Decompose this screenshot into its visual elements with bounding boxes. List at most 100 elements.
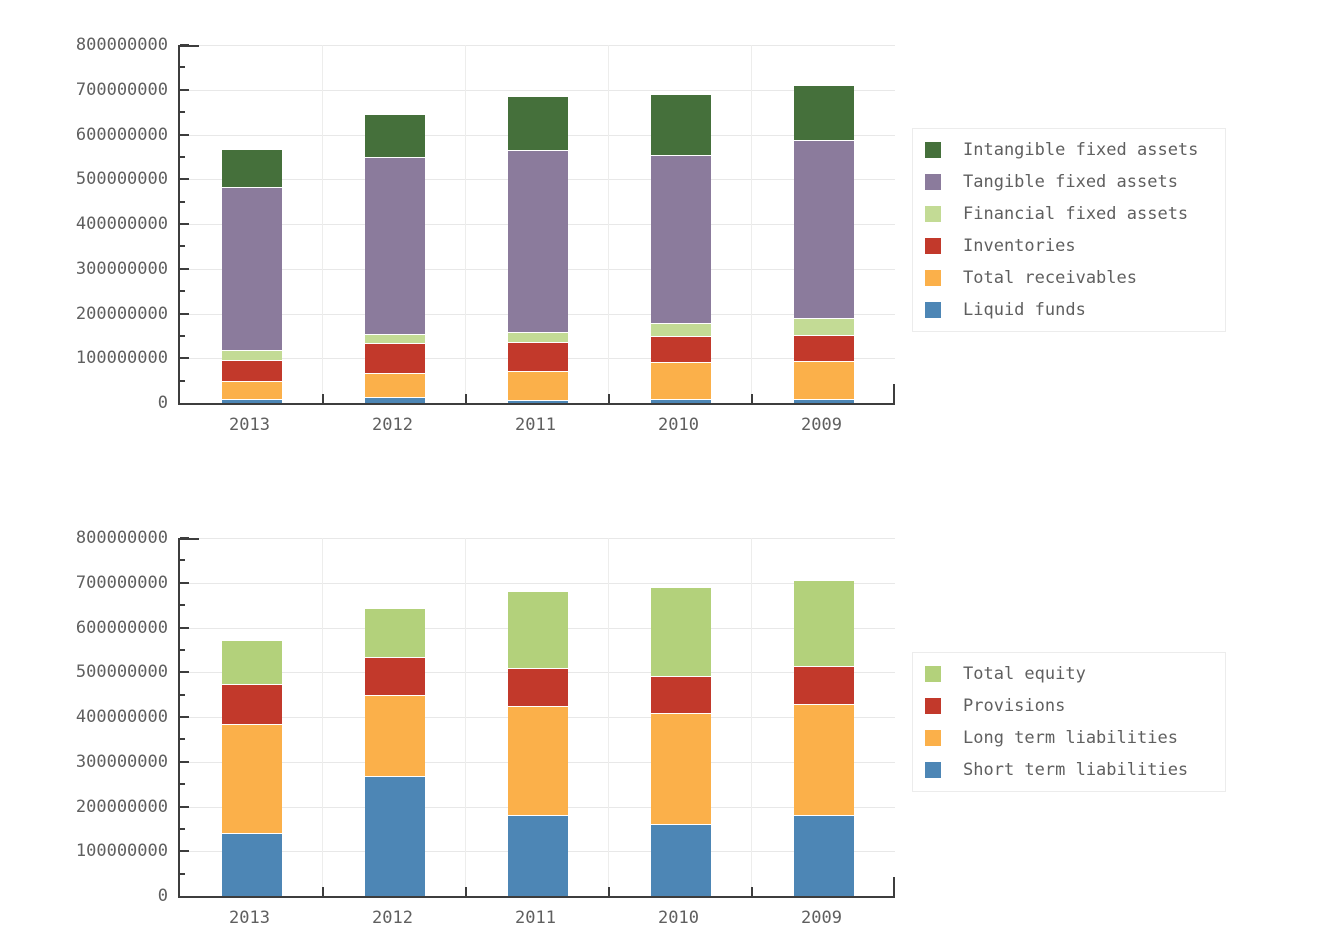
x-axis-tick: [322, 394, 324, 403]
gridline-horizontal: [180, 89, 895, 91]
bar-segment-long-term-liabilities: [221, 724, 282, 833]
bar-segment-tangible-fixed-assets: [793, 140, 854, 318]
y-tick-label: 200000000: [75, 796, 168, 817]
legend-label: Inventories: [963, 236, 1076, 256]
gridline-horizontal: [180, 45, 895, 46]
y-axis-minor-tick: [180, 245, 185, 248]
y-tick-label: 700000000: [75, 572, 168, 593]
x-axis-tick: [751, 887, 753, 896]
y-axis-major-tick: [180, 716, 189, 718]
y-axis-major-tick: [180, 581, 189, 584]
bar-segment-short-term-liabilities: [364, 776, 425, 896]
bar-segment-total-equity: [221, 641, 282, 684]
y-axis-minor-tick: [180, 738, 185, 741]
y-tick-label: 700000000: [75, 79, 168, 100]
x-tick-label: 2012: [372, 908, 413, 928]
bar-2013: [221, 641, 282, 896]
y-tick-label: 600000000: [75, 617, 168, 638]
bar-segment-liquid-funds: [221, 399, 282, 403]
y-axis-minor-tick: [180, 872, 185, 875]
bar-segment-tangible-fixed-assets: [221, 187, 282, 350]
y-tick-label: 0: [157, 393, 168, 413]
bar-segment-financial-fixed-assets: [793, 318, 854, 335]
legend-label: Total equity: [963, 664, 1086, 684]
bar-segment-intangible-fixed-assets: [364, 115, 425, 157]
legend-swatch-tangible-fixed-assets: [925, 174, 941, 190]
y-axis-major-tick: [180, 805, 189, 808]
assets-plot-area: [178, 44, 895, 405]
axis-top-left-stub: [180, 538, 199, 540]
y-axis-minor-tick: [180, 290, 185, 293]
legend-row: Tangible fixed assets: [925, 166, 1213, 198]
legend-swatch-liquid-funds: [925, 302, 941, 318]
legend-label: Tangible fixed assets: [963, 172, 1178, 192]
bar-2011: [507, 97, 568, 403]
legend-swatch-long-term-liabilities: [925, 730, 941, 746]
y-tick-label: 400000000: [75, 214, 168, 234]
y-axis-minor-tick: [180, 111, 185, 114]
gridline-vertical: [465, 45, 466, 403]
y-tick-label: 0: [157, 886, 168, 906]
y-tick-label: 100000000: [75, 348, 168, 369]
y-axis-major-tick: [180, 357, 189, 360]
bar-segment-total-receivables: [364, 373, 425, 397]
x-tick-label: 2013: [229, 415, 270, 435]
bar-2010: [650, 588, 711, 896]
legend-label: Financial fixed assets: [963, 204, 1189, 224]
legend-label: Total receivables: [963, 268, 1137, 288]
x-tick-label: 2012: [372, 415, 413, 435]
legend-label: Long term liabilities: [963, 728, 1178, 748]
y-axis-major-tick: [180, 267, 189, 270]
bar-segment-provisions: [650, 676, 711, 713]
bar-segment-liquid-funds: [507, 400, 568, 403]
legend-swatch-total-equity: [925, 666, 941, 682]
x-tick-label: 2010: [658, 908, 699, 928]
axis-top-left-stub: [180, 45, 199, 47]
bar-segment-provisions: [507, 668, 568, 706]
legend-swatch-inventories: [925, 238, 941, 254]
y-tick-label: 200000000: [75, 303, 168, 324]
y-axis-major-tick: [180, 671, 189, 674]
gridline-vertical: [608, 45, 609, 403]
axis-bottom-right-stub: [893, 384, 895, 403]
bar-segment-short-term-liabilities: [650, 824, 711, 896]
legend-row: Short term liabilities: [925, 754, 1213, 786]
bar-segment-intangible-fixed-assets: [650, 95, 711, 155]
y-axis-major-tick: [180, 850, 189, 853]
bar-segment-long-term-liabilities: [507, 706, 568, 815]
bar-2009: [793, 581, 854, 896]
bar-2013: [221, 150, 282, 403]
legend-swatch-short-term-liabilities: [925, 762, 941, 778]
bar-segment-inventories: [221, 360, 282, 381]
bar-segment-provisions: [364, 657, 425, 695]
x-axis-tick: [751, 394, 753, 403]
bar-segment-financial-fixed-assets: [364, 334, 425, 343]
y-axis-minor-tick: [180, 379, 185, 382]
legend-row: Total receivables: [925, 262, 1213, 294]
gridline-vertical: [322, 538, 323, 896]
x-tick-label: 2009: [801, 415, 842, 435]
y-axis-minor-tick: [180, 200, 185, 203]
bar-2009: [793, 86, 854, 403]
x-axis-tick: [465, 394, 467, 403]
y-axis-minor-tick: [180, 827, 185, 830]
y-axis-major-tick: [180, 178, 189, 181]
bar-segment-provisions: [221, 684, 282, 724]
bar-segment-provisions: [793, 666, 854, 704]
bar-segment-financial-fixed-assets: [221, 350, 282, 360]
bar-segment-short-term-liabilities: [221, 833, 282, 896]
x-tick-label: 2009: [801, 908, 842, 928]
legend-row: Intangible fixed assets: [925, 134, 1213, 166]
y-tick-label: 300000000: [75, 751, 168, 772]
bar-segment-tangible-fixed-assets: [364, 157, 425, 334]
y-tick-label: 600000000: [75, 124, 168, 145]
bar-segment-total-receivables: [507, 371, 568, 400]
x-tick-label: 2013: [229, 908, 270, 928]
y-tick-label: 100000000: [75, 841, 168, 862]
bar-segment-inventories: [364, 343, 425, 373]
y-tick-label: 400000000: [75, 707, 168, 727]
legend-row: Long term liabilities: [925, 722, 1213, 754]
x-axis-tick: [322, 887, 324, 896]
bar-segment-total-equity: [507, 592, 568, 668]
y-tick-label: 800000000: [75, 35, 168, 55]
